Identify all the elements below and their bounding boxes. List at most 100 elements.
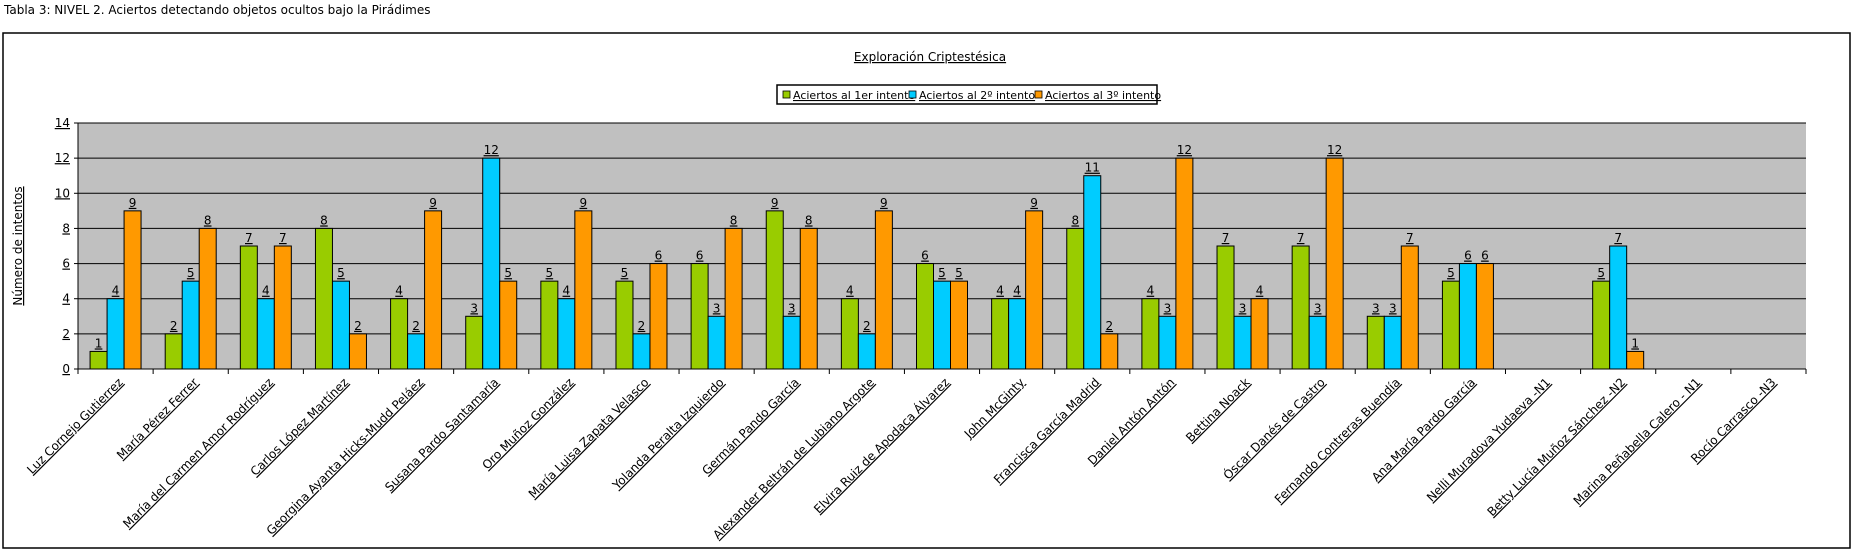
bar — [1175, 157, 1194, 370]
legend-swatch — [782, 90, 791, 99]
data-label: 9 — [580, 196, 588, 210]
bar — [482, 157, 501, 370]
data-label: 9 — [429, 196, 437, 210]
bar — [933, 280, 951, 370]
bar — [765, 210, 784, 370]
bar — [574, 210, 593, 370]
bar — [331, 280, 350, 370]
bar — [1250, 298, 1269, 370]
bar — [690, 263, 709, 370]
data-label: 12 — [484, 143, 499, 157]
data-label: 1 — [1631, 336, 1639, 350]
bar — [424, 210, 443, 370]
chart-title: Exploración Criptestésica — [854, 50, 1006, 64]
data-label: 3 — [713, 301, 721, 315]
data-label: 7 — [1297, 231, 1305, 245]
bar — [273, 245, 292, 370]
bar — [1141, 298, 1160, 370]
data-label: 3 — [788, 301, 796, 315]
legend-entry: Aciertos al 2º intento — [919, 89, 1035, 102]
bar — [1025, 210, 1044, 370]
bar — [1366, 315, 1385, 370]
bar — [916, 263, 934, 370]
bar — [540, 280, 559, 370]
data-label: 4 — [1013, 284, 1021, 298]
y-tick-label: 10 — [55, 186, 70, 200]
data-label: 7 — [1614, 231, 1622, 245]
bar — [1008, 298, 1027, 370]
legend-entry: Aciertos al 1er intento — [793, 89, 915, 102]
data-label: 5 — [546, 266, 554, 280]
data-label: 6 — [921, 249, 929, 263]
bar — [707, 315, 726, 370]
data-label: 3 — [1372, 301, 1380, 315]
data-label: 4 — [996, 284, 1004, 298]
bar — [499, 280, 518, 370]
data-label: 4 — [846, 284, 854, 298]
legend-entry: Aciertos al 3º intento — [1045, 89, 1161, 102]
bar — [724, 227, 743, 370]
data-label: 8 — [1071, 213, 1079, 227]
data-label: 5 — [621, 266, 629, 280]
data-label: 9 — [880, 196, 888, 210]
bar — [1158, 315, 1177, 370]
data-label: 9 — [1030, 196, 1038, 210]
bar — [874, 210, 893, 370]
bar — [164, 333, 183, 370]
bar — [799, 227, 818, 370]
data-label: 3 — [470, 301, 478, 315]
data-label: 5 — [1447, 266, 1455, 280]
bar — [950, 280, 968, 370]
data-label: 8 — [204, 213, 212, 227]
data-label: 4 — [563, 284, 571, 298]
y-tick-label: 14 — [55, 116, 70, 130]
data-label: 4 — [262, 284, 270, 298]
bar — [615, 280, 634, 370]
bar — [1458, 263, 1477, 370]
bar — [991, 298, 1010, 370]
data-label: 8 — [730, 213, 738, 227]
bar — [857, 333, 876, 370]
bar — [1216, 245, 1235, 370]
bar — [1609, 245, 1628, 370]
data-label: 2 — [412, 319, 420, 333]
bar — [840, 298, 859, 370]
bar — [407, 333, 426, 370]
data-label: 3 — [1389, 301, 1397, 315]
data-label: 9 — [771, 196, 779, 210]
data-label: 7 — [245, 231, 253, 245]
data-label: 6 — [1481, 249, 1489, 263]
bar — [1291, 245, 1310, 370]
bar — [1592, 280, 1611, 370]
bar — [1475, 263, 1494, 370]
data-label: 2 — [863, 319, 871, 333]
data-label: 6 — [696, 249, 704, 263]
bar — [1233, 315, 1252, 370]
data-label: 3 — [1239, 301, 1247, 315]
bar — [1441, 280, 1460, 370]
data-label: 5 — [504, 266, 512, 280]
data-label: 2 — [170, 319, 178, 333]
legend-swatch — [1034, 90, 1043, 99]
data-label: 12 — [1177, 143, 1192, 157]
data-label: 6 — [1464, 249, 1472, 263]
bar — [181, 280, 200, 370]
y-tick-label: 2 — [62, 327, 70, 341]
data-label: 12 — [1327, 143, 1342, 157]
data-label: 5 — [955, 266, 963, 280]
data-label: 6 — [655, 249, 663, 263]
bar — [314, 227, 333, 370]
data-label: 4 — [112, 284, 120, 298]
data-label: 7 — [1406, 231, 1414, 245]
bar — [1626, 350, 1645, 370]
bar — [239, 245, 258, 370]
legend-swatch — [908, 90, 917, 99]
legend-box — [776, 84, 1158, 105]
data-label: 4 — [1256, 284, 1264, 298]
bar — [1100, 333, 1119, 370]
data-label: 5 — [938, 266, 946, 280]
bar — [465, 315, 484, 370]
bar — [1083, 175, 1102, 370]
